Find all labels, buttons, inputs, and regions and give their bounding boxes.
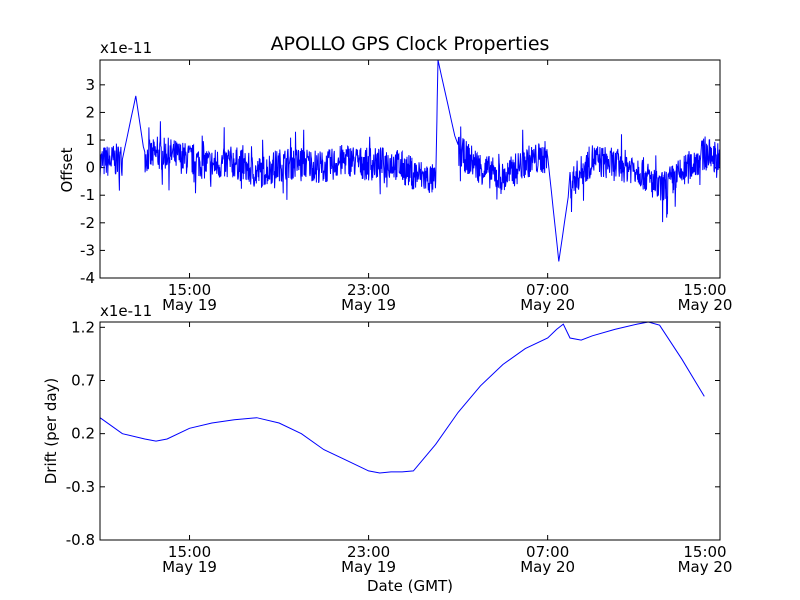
drift-series-line bbox=[99, 321, 705, 474]
offset-ytick-label: 2 bbox=[85, 103, 95, 121]
offset-xtick-time-label: 23:00 bbox=[347, 281, 390, 299]
offset-ytick-label: 0 bbox=[85, 159, 95, 177]
offset-axes-frame bbox=[99, 59, 721, 279]
offset-y-axis-label: Offset bbox=[58, 147, 76, 192]
offset-xtick-time-label: 07:00 bbox=[526, 281, 569, 299]
offset-xtick-date-label: May 19 bbox=[341, 296, 396, 314]
drift-axes-frame bbox=[99, 321, 721, 541]
offset-ytick-label: 1 bbox=[85, 131, 95, 149]
drift-ytick-label: -0.3 bbox=[66, 478, 95, 496]
offset-ytick-label: -3 bbox=[80, 241, 95, 259]
chart-title: APOLLO GPS Clock Properties bbox=[271, 33, 550, 55]
drift-multiplier-label: x1e-11 bbox=[100, 302, 152, 320]
drift-xtick-time-label: 15:00 bbox=[168, 543, 211, 561]
offset-ytick-label: -1 bbox=[80, 186, 95, 204]
drift-xtick-time-label: 15:00 bbox=[683, 543, 726, 561]
offset-xtick-date-label: May 20 bbox=[520, 296, 575, 314]
drift-ytick-label: 0.2 bbox=[71, 425, 95, 443]
offset-ytick-label: -4 bbox=[80, 269, 95, 287]
offset-ytick-label: -2 bbox=[80, 214, 95, 232]
drift-xtick-time-label: 07:00 bbox=[526, 543, 569, 561]
drift-x-axis-label: Date (GMT) bbox=[367, 577, 453, 595]
drift-xtick-date-label: May 19 bbox=[341, 558, 396, 576]
drift-ytick-label: 0.7 bbox=[71, 371, 95, 389]
offset-xtick-time-label: 15:00 bbox=[168, 281, 211, 299]
offset-xtick-time-label: 15:00 bbox=[683, 281, 726, 299]
offset-xtick-date-label: May 19 bbox=[162, 296, 217, 314]
drift-xtick-time-label: 23:00 bbox=[347, 543, 390, 561]
drift-ytick-label: 1.2 bbox=[71, 318, 95, 336]
drift-y-axis-label: Drift (per day) bbox=[42, 378, 60, 485]
drift-xtick-date-label: May 19 bbox=[162, 558, 217, 576]
offset-series-line bbox=[99, 59, 721, 262]
drift-xtick-date-label: May 20 bbox=[678, 558, 733, 576]
drift-chart: x1e-11 Drift (per day) Date (GMT) -0.8 -0… bbox=[42, 302, 732, 595]
drift-xtick-date-label: May 20 bbox=[520, 558, 575, 576]
offset-multiplier-label: x1e-11 bbox=[100, 39, 152, 57]
offset-xtick-date-label: May 20 bbox=[678, 296, 733, 314]
drift-ytick-label: -0.8 bbox=[66, 531, 95, 549]
offset-ytick-label: 3 bbox=[85, 76, 95, 94]
